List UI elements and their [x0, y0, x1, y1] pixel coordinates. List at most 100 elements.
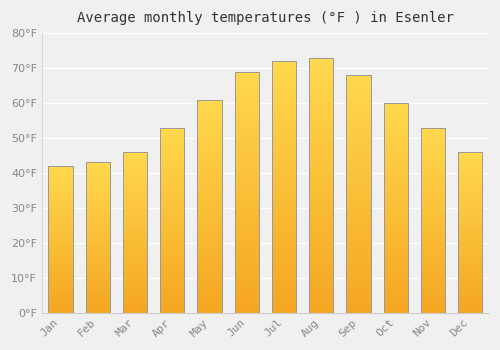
Bar [198, 299, 222, 300]
Bar [123, 198, 147, 200]
Bar [234, 129, 259, 130]
Bar [48, 286, 72, 287]
Bar [234, 284, 259, 285]
Bar [48, 290, 72, 292]
Bar [123, 193, 147, 194]
Bar [421, 160, 445, 161]
Bar [346, 124, 370, 125]
Bar [421, 244, 445, 245]
Bar [198, 140, 222, 141]
Bar [48, 285, 72, 286]
Bar [272, 214, 296, 215]
Bar [48, 295, 72, 296]
Bar [48, 281, 72, 282]
Bar [48, 243, 72, 244]
Bar [234, 96, 259, 97]
Bar [346, 169, 370, 170]
Bar [198, 193, 222, 194]
Bar [346, 293, 370, 294]
Bar [421, 217, 445, 218]
Bar [346, 275, 370, 276]
Bar [48, 251, 72, 252]
Bar [160, 312, 184, 313]
Bar [48, 306, 72, 307]
Bar [346, 220, 370, 222]
Bar [421, 133, 445, 134]
Bar [234, 130, 259, 131]
Bar [123, 252, 147, 253]
Bar [234, 289, 259, 290]
Bar [48, 176, 72, 177]
Bar [272, 67, 296, 68]
Bar [272, 262, 296, 264]
Bar [123, 181, 147, 182]
Bar [234, 143, 259, 144]
Bar [309, 133, 334, 134]
Bar [160, 127, 184, 129]
Bar [309, 266, 334, 267]
Bar [48, 210, 72, 211]
Bar [346, 252, 370, 253]
Bar [160, 275, 184, 276]
Bar [309, 267, 334, 268]
Bar [458, 241, 482, 243]
Bar [160, 290, 184, 292]
Bar [198, 244, 222, 245]
Bar [346, 236, 370, 237]
Bar [198, 191, 222, 193]
Bar [458, 306, 482, 307]
Bar [234, 259, 259, 260]
Bar [458, 256, 482, 257]
Bar [272, 138, 296, 139]
Bar [458, 194, 482, 195]
Bar [48, 218, 72, 219]
Bar [160, 195, 184, 196]
Bar [86, 258, 110, 259]
Bar [458, 259, 482, 260]
Bar [86, 182, 110, 183]
Bar [198, 169, 222, 170]
Bar [309, 225, 334, 226]
Bar [86, 241, 110, 243]
Bar [272, 250, 296, 251]
Bar [272, 62, 296, 63]
Bar [346, 310, 370, 312]
Bar [458, 169, 482, 170]
Bar [458, 258, 482, 259]
Bar [123, 289, 147, 290]
Bar [272, 251, 296, 252]
Bar [234, 137, 259, 138]
Bar [272, 223, 296, 224]
Bar [160, 189, 184, 190]
Bar [86, 222, 110, 223]
Bar [123, 162, 147, 163]
Bar [160, 200, 184, 201]
Bar [272, 63, 296, 65]
Bar [234, 302, 259, 303]
Bar [234, 88, 259, 89]
Bar [234, 132, 259, 133]
Bar [384, 248, 408, 250]
Bar [198, 243, 222, 244]
Bar [458, 158, 482, 159]
Bar [160, 262, 184, 264]
Bar [421, 194, 445, 195]
Bar [384, 312, 408, 313]
Bar [346, 246, 370, 247]
Bar [309, 110, 334, 111]
Bar [309, 165, 334, 166]
Bar [421, 145, 445, 146]
Bar [234, 150, 259, 151]
Bar [346, 262, 370, 264]
Bar [160, 241, 184, 243]
Bar [458, 309, 482, 310]
Bar [123, 200, 147, 201]
Bar [272, 310, 296, 312]
Bar [346, 98, 370, 100]
Bar [160, 261, 184, 262]
Bar [198, 160, 222, 161]
Bar [123, 293, 147, 294]
Bar [384, 172, 408, 173]
Bar [421, 280, 445, 281]
Bar [234, 103, 259, 104]
